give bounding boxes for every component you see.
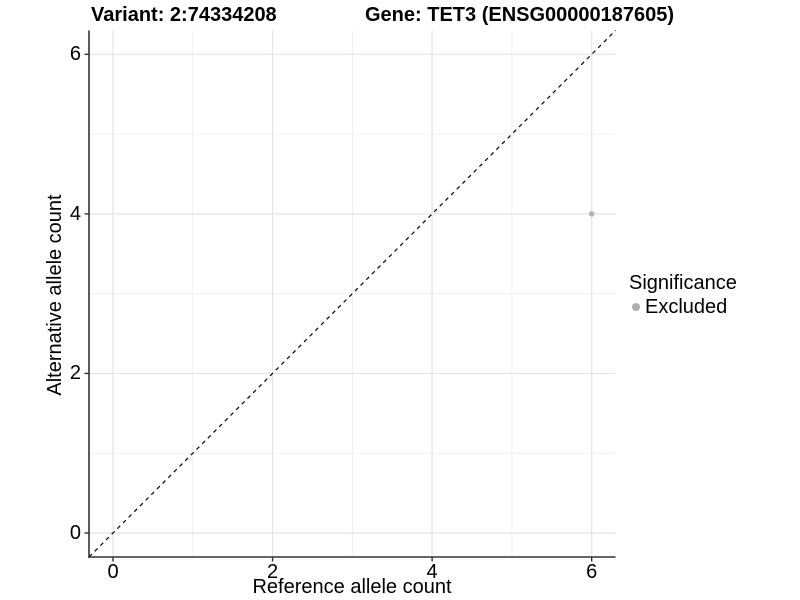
legend: Significance Excluded [629,271,737,319]
x-tick-label-6: 6 [586,561,598,583]
x-tick-label-2: 2 [266,561,279,583]
x-tick-label-4: 4 [426,561,438,583]
data-point [588,211,595,217]
legend-point-icon [632,303,640,311]
legend-title: Significance [629,272,737,294]
legend-items: Excluded [629,295,737,319]
plot-title-variant: Variant: 2:74334208 [91,4,277,26]
x-axis-title: Reference allele count [252,576,452,598]
y-tick-label-2: 2 [69,362,81,385]
y-axis-title: Alternative allele count [44,194,66,396]
legend-item-0: Excluded [629,295,737,319]
x-tick-label-0: 0 [107,561,119,583]
y-tick-label-0: 0 [69,522,81,544]
plot-title-gene: Gene: TET3 (ENSG00000187605) [365,4,675,26]
legend-item-label: Excluded [645,296,728,318]
y-tick-label-4: 4 [69,202,81,225]
y-tick-label-6: 6 [69,43,81,66]
